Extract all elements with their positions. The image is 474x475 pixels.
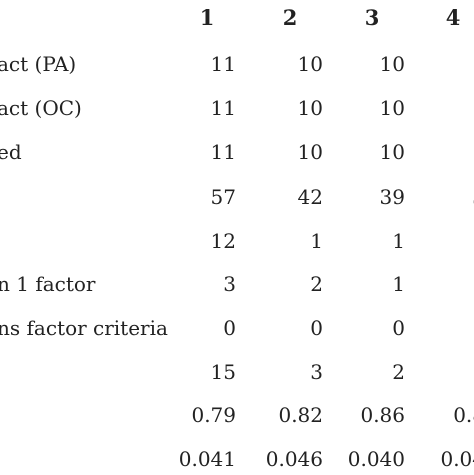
cell-value: 3 (415, 181, 474, 213)
row-label: n 1 factor (0, 272, 96, 296)
cell-value: 1 (415, 48, 474, 80)
table-row: 57 42 39 3 (0, 181, 474, 213)
cell-value: 0.041 (178, 447, 236, 471)
cell-value: 1 (310, 229, 323, 253)
table-row: act (PA) 11 10 10 1 (0, 48, 474, 80)
cell-value: 10 (379, 52, 405, 76)
cell-value: 1 (415, 136, 474, 168)
cell-value (415, 312, 474, 344)
column-header-1: 1 (199, 5, 215, 30)
table-row: ns factor criteria 0 0 0 (0, 312, 474, 344)
cell-value: 0.04 (440, 447, 474, 471)
cell-value: 3 (310, 360, 323, 384)
cell-value: 1 (392, 229, 405, 253)
cell-value: 57 (210, 185, 236, 209)
table-header-row: 1 2 3 4 (0, 2, 474, 34)
cell-value: 10 (297, 52, 323, 76)
cell-value: 39 (379, 185, 405, 209)
cell-value: 10 (297, 96, 323, 120)
cell-value: 2 (310, 272, 323, 296)
cell-value: 3 (223, 272, 236, 296)
cell-value: 0.046 (265, 447, 323, 471)
cell-value (415, 356, 474, 388)
cell-value: 11 (210, 96, 236, 120)
column-header-4: 4 (445, 5, 461, 30)
cell-value: 0.86 (360, 403, 405, 427)
cell-value: 12 (210, 229, 236, 253)
cell-value: 0 (392, 316, 405, 340)
cell-value: 0 (310, 316, 323, 340)
row-label: act (OC) (0, 96, 82, 120)
cell-value: 10 (379, 96, 405, 120)
table-row: act (OC) 11 10 10 1 (0, 92, 474, 124)
cell-value (415, 268, 474, 300)
table-row: n 1 factor 3 2 1 (0, 268, 474, 300)
cell-value: 2 (392, 360, 405, 384)
cell-value: 0.8 (453, 403, 474, 427)
column-header-3: 3 (364, 5, 380, 30)
cell-value: 1 (392, 272, 405, 296)
cell-value: 0.79 (191, 403, 236, 427)
table-row: ed 11 10 10 1 (0, 136, 474, 168)
row-label: ns factor criteria (0, 316, 168, 340)
table-row: 15 3 2 (0, 356, 474, 388)
cell-value: 11 (210, 52, 236, 76)
row-label: act (PA) (0, 52, 77, 76)
table-row: 0.79 0.82 0.86 0.8 (0, 399, 474, 431)
row-label: ed (0, 140, 22, 164)
cell-value: 15 (210, 360, 236, 384)
cell-value: 42 (297, 185, 323, 209)
table-row: 12 1 1 (0, 225, 474, 257)
table-row: 0.041 0.046 0.040 0.04 (0, 443, 474, 475)
column-header-2: 2 (282, 5, 298, 30)
cell-value: 10 (297, 140, 323, 164)
cell-value: 0.82 (278, 403, 323, 427)
cell-value: 0 (223, 316, 236, 340)
cell-value: 0.040 (347, 447, 405, 471)
cell-value: 11 (210, 140, 236, 164)
cell-value: 10 (379, 140, 405, 164)
cell-value: 1 (415, 92, 474, 124)
cell-value (415, 225, 474, 257)
